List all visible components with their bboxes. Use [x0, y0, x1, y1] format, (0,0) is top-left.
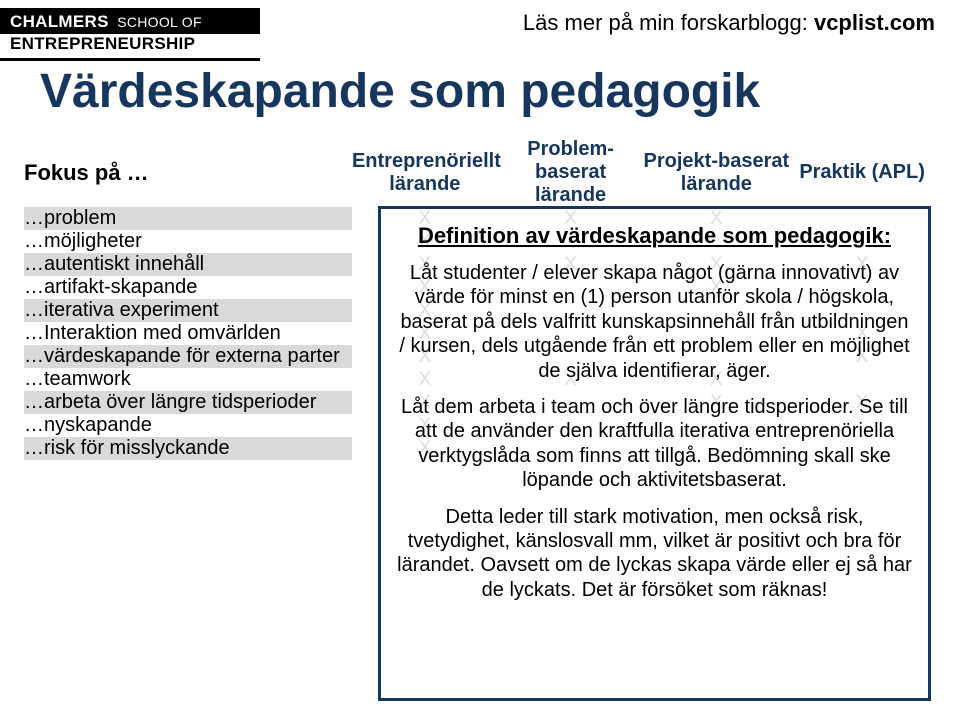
row-label: …nyskapande: [24, 414, 352, 437]
slide: CHALMERS SCHOOL OF ENTREPRENEURSHIP Läs …: [0, 0, 959, 717]
logo-sub: SCHOOL OF: [117, 14, 202, 30]
col-header-4: Praktik (APL): [789, 138, 935, 207]
logo-brand: CHALMERS: [10, 12, 109, 31]
row-label: …värdeskapande för externa parter: [24, 345, 352, 368]
row-label: …iterativa experiment: [24, 299, 352, 322]
overlay-paragraph-1: Låt studenter / elever skapa något (gärn…: [395, 261, 914, 383]
row-label: …risk för misslyckande: [24, 437, 352, 460]
blog-note-prefix: Läs mer på min forskarblogg:: [523, 10, 814, 35]
blog-note-link: vcplist.com: [814, 10, 935, 35]
row-label: …Interaktion med omvärlden: [24, 322, 352, 345]
logo-line2: ENTREPRENEURSHIP: [0, 34, 260, 61]
page-title: Värdeskapande som pedagogik: [40, 64, 760, 119]
definition-overlay: Definition av värdeskapande som pedagogi…: [378, 206, 931, 701]
overlay-paragraph-2: Låt dem arbeta i team och över längre ti…: [395, 395, 914, 493]
focus-header: Fokus på …: [24, 138, 352, 207]
row-label: …teamwork: [24, 368, 352, 391]
col-header-2: Problem-baserat lärande: [498, 138, 644, 207]
row-label: …problem: [24, 207, 352, 230]
table-header-row: Fokus på … Entreprenöriellt lärande Prob…: [24, 138, 935, 207]
blog-note: Läs mer på min forskarblogg: vcplist.com: [523, 10, 935, 36]
row-label: …autentiskt innehåll: [24, 253, 352, 276]
chalmers-logo: CHALMERS SCHOOL OF ENTREPRENEURSHIP: [0, 8, 260, 61]
overlay-paragraph-3: Detta leder till stark motivation, men o…: [395, 505, 914, 603]
col-header-3: Projekt-baserat lärande: [643, 138, 789, 207]
overlay-title: Definition av värdeskapande som pedagogi…: [395, 223, 914, 249]
col-header-1: Entreprenöriellt lärande: [352, 138, 498, 207]
row-label: …artifakt-skapande: [24, 276, 352, 299]
logo-top-row: CHALMERS SCHOOL OF: [0, 8, 260, 34]
row-label: …arbeta över längre tidsperioder: [24, 391, 352, 414]
row-label: …möjligheter: [24, 230, 352, 253]
